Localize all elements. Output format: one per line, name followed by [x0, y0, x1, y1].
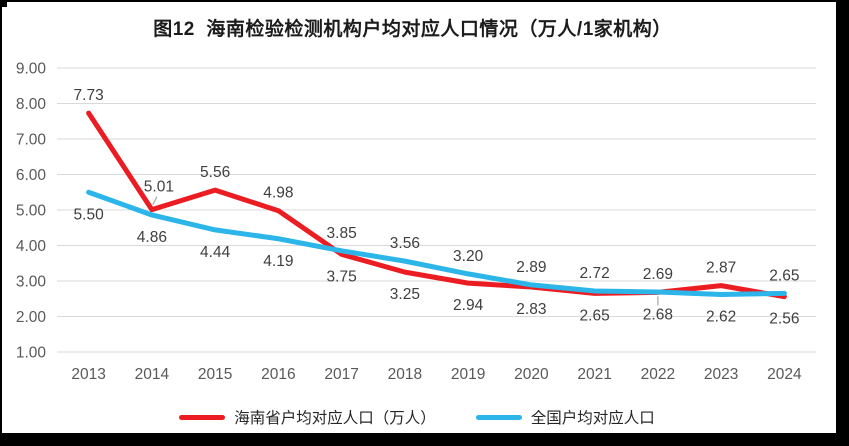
data-point-label: 3.25: [390, 286, 420, 303]
y-axis-tick-label: 7.00: [16, 132, 47, 149]
data-point-label: 3.56: [390, 235, 420, 252]
data-point-label: 2.65: [769, 267, 799, 284]
legend-item-hainan: 海南省户均对应人口（万人）: [179, 406, 436, 428]
y-axis-tick-label: 8.00: [16, 96, 47, 113]
data-point-label: 2.62: [706, 308, 736, 325]
y-axis-tick-label: 1.00: [16, 345, 47, 362]
frame-border-left: [0, 0, 2, 446]
y-axis-tick-label: 4.00: [16, 238, 47, 255]
y-axis-tick-label: 2.00: [16, 309, 47, 326]
national-series-line: [86, 189, 787, 297]
frame-border-bottom: [0, 433, 849, 446]
data-point-label: 7.73: [74, 87, 104, 104]
x-axis-tick-label: 2017: [324, 366, 358, 383]
data-point-label: 2.56: [769, 311, 799, 328]
data-point-label: 5.01: [144, 179, 174, 196]
hainan-series-swatch: [179, 414, 226, 420]
data-point-label: 5.56: [200, 164, 230, 181]
y-axis-tick-label: 3.00: [16, 274, 47, 291]
x-axis-tick-label: 2014: [135, 366, 170, 383]
x-axis-tick-label: 2024: [767, 366, 802, 383]
data-point-label: 2.94: [453, 297, 484, 314]
x-axis-tick-label: 2015: [198, 366, 232, 383]
x-axis-tick-label: 2018: [388, 366, 422, 383]
data-point-label: 4.86: [137, 229, 167, 246]
x-axis-tick-label: 2021: [577, 366, 611, 383]
data-point-label: 3.85: [327, 225, 357, 242]
data-label-leader-line: [152, 196, 158, 205]
legend-label-hainan: 海南省户均对应人口（万人）: [234, 410, 436, 427]
x-axis-tick-label: 2016: [261, 366, 295, 383]
data-point-label: 3.75: [327, 268, 357, 285]
data-point-label: 2.68: [643, 306, 673, 323]
data-point-label: 2.65: [580, 307, 610, 324]
frame-border-top: [0, 0, 849, 2]
chart-legend: 海南省户均对应人口（万人） 全国户均对应人口: [30, 403, 804, 431]
y-axis-tick-label: 6.00: [16, 167, 47, 184]
data-point-label: 4.98: [263, 185, 293, 202]
chart-title: 图12 海南检验检测机构户均对应人口情况（万人/1家机构）: [153, 19, 672, 40]
data-point-label: 2.89: [516, 259, 546, 276]
x-axis-tick-label: 2019: [451, 366, 485, 383]
y-axis-tick-label: 9.00: [16, 61, 47, 78]
x-axis-tick-label: 2013: [71, 366, 105, 383]
data-point-label: 3.20: [453, 248, 484, 265]
corner-marker: [0, 0, 7, 7]
data-point-label: 2.72: [580, 265, 610, 282]
data-point-label: 2.87: [706, 260, 736, 277]
legend-item-national: 全国户均对应人口: [475, 406, 655, 428]
data-point-label: 2.83: [516, 301, 546, 318]
y-axis-tick-label: 5.00: [16, 203, 47, 220]
data-point-label: 4.44: [200, 244, 231, 261]
data-point-label: 5.50: [74, 206, 105, 223]
x-axis-tick-label: 2023: [704, 366, 738, 383]
data-point-label: 4.19: [263, 253, 293, 270]
legend-label-national: 全国户均对应人口: [530, 410, 655, 427]
x-axis-tick-label: 2022: [641, 366, 675, 383]
x-axis-tick-label: 2020: [514, 366, 549, 383]
frame-border-right: [836, 0, 849, 446]
national-series-swatch: [475, 414, 522, 420]
data-point-label: 2.69: [643, 266, 673, 283]
